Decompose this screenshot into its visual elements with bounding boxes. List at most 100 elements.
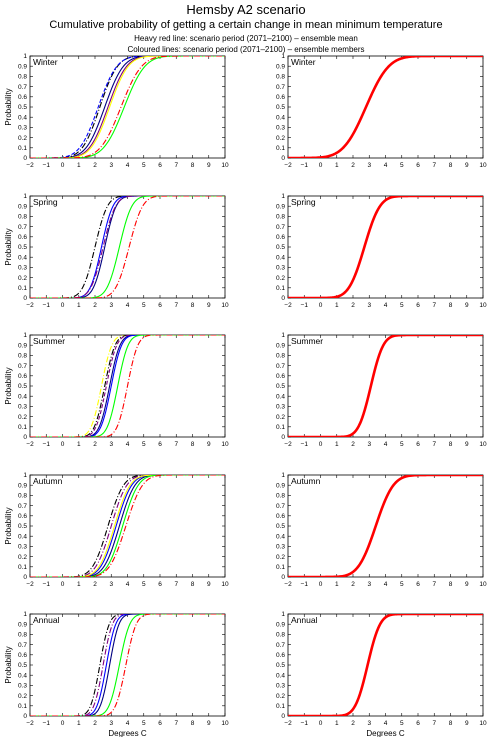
x-tick-label: 1 <box>77 162 81 169</box>
y-tick-label: 1 <box>23 472 27 479</box>
x-tick-label: 8 <box>449 581 453 588</box>
season-label: Summer <box>33 336 65 346</box>
x-tick-label: 9 <box>465 720 469 727</box>
y-tick-label: 0.6 <box>18 94 27 101</box>
y-axis-label: Probability <box>4 88 13 125</box>
y-tick-label: 0.2 <box>18 414 27 421</box>
x-tick-label: 2 <box>351 441 355 448</box>
x-axis-label: Degrees C <box>108 729 146 737</box>
y-tick-label: 0.8 <box>18 632 27 639</box>
y-tick-label: 0.8 <box>18 493 27 500</box>
ensemble-member-curve <box>30 56 225 158</box>
x-tick-label: 5 <box>142 581 146 588</box>
x-tick-label: 5 <box>142 441 146 448</box>
x-tick-label: 8 <box>191 720 195 727</box>
y-tick-label: 0.7 <box>276 224 285 231</box>
x-tick-label: 9 <box>207 302 211 309</box>
x-tick-label: 10 <box>479 302 487 309</box>
y-tick-label: 0.8 <box>18 214 27 221</box>
x-tick-label: 7 <box>432 302 436 309</box>
y-tick-label: 0.1 <box>276 424 285 431</box>
y-tick-label: 0.1 <box>276 285 285 292</box>
x-tick-label: 2 <box>351 302 355 309</box>
y-tick-label: 1 <box>281 53 285 60</box>
y-tick-label: 0.3 <box>276 683 285 690</box>
x-tick-label: 1 <box>335 581 339 588</box>
ensemble-member-curve <box>30 475 225 577</box>
x-tick-label: 9 <box>465 302 469 309</box>
y-tick-label: 0.4 <box>18 254 27 261</box>
ensemble-member-curve <box>30 475 225 577</box>
x-tick-label: 1 <box>77 581 81 588</box>
x-tick-label: −1 <box>301 720 309 727</box>
x-tick-label: 7 <box>174 441 178 448</box>
y-tick-label: 0.3 <box>276 125 285 132</box>
y-tick-label: 0.2 <box>18 135 27 142</box>
plot-curves <box>288 614 483 716</box>
ensemble-member-curve <box>30 335 225 437</box>
x-tick-label: 1 <box>335 441 339 448</box>
x-tick-label: 2 <box>351 162 355 169</box>
y-tick-label: 0.8 <box>276 493 285 500</box>
x-tick-label: 4 <box>384 162 388 169</box>
plot-panel-spring-ensemble-members: −2 −1 0 1 2 3 4 5 6 7 8 9 10 0 0.1 0.2 0.3 0.4 0.5 0.6 0.7 0.… <box>4 193 229 309</box>
x-tick-label: 0 <box>61 302 65 309</box>
y-tick-label: 0.8 <box>18 353 27 360</box>
y-tick-label: 1 <box>23 611 27 618</box>
y-tick-label: 0.9 <box>276 203 285 210</box>
x-tick-label: −1 <box>43 162 51 169</box>
y-tick-label: 0.7 <box>18 84 27 91</box>
plot-panel-spring-ensemble-mean: −2 −1 0 1 2 3 4 5 6 7 8 9 10 0 0.1 0.2 0.3 0.4 0.5 0.6 0.7 0.… <box>276 193 487 309</box>
ensemble-mean-curve <box>288 335 483 437</box>
x-tick-label: 0 <box>61 720 65 727</box>
x-tick-label: 10 <box>479 720 487 727</box>
x-tick-label: 1 <box>335 302 339 309</box>
y-tick-label: 0 <box>23 713 27 720</box>
ensemble-member-curve <box>30 475 225 577</box>
x-tick-label: 0 <box>319 720 323 727</box>
plot-panel-autumn-ensemble-mean: −2 −1 0 1 2 3 4 5 6 7 8 9 10 0 0.1 0.2 0.3 0.4 0.5 0.6 0.7 0.… <box>276 472 487 588</box>
plot-curves <box>288 196 483 298</box>
ensemble-member-curve <box>30 56 225 158</box>
y-tick-label: 0.3 <box>18 265 27 272</box>
y-tick-label: 0.5 <box>18 104 27 111</box>
ensemble-member-curve <box>30 335 225 437</box>
season-label: Summer <box>291 336 323 346</box>
plot-curves <box>30 56 225 158</box>
x-tick-label: 8 <box>449 441 453 448</box>
plot-curves <box>30 335 225 437</box>
ensemble-mean-curve <box>288 196 483 298</box>
y-tick-label: 0.2 <box>18 693 27 700</box>
y-tick-label: 0.5 <box>18 244 27 251</box>
x-tick-label: 9 <box>465 581 469 588</box>
x-tick-label: 2 <box>93 581 97 588</box>
y-tick-label: 0.6 <box>18 513 27 520</box>
x-tick-label: 10 <box>221 720 229 727</box>
y-tick-label: 1 <box>23 193 27 200</box>
x-tick-label: 6 <box>158 720 162 727</box>
x-tick-label: 0 <box>61 441 65 448</box>
ensemble-member-curve <box>30 56 225 158</box>
x-tick-label: 10 <box>479 441 487 448</box>
x-tick-label: 3 <box>109 720 113 727</box>
x-tick-label: 1 <box>335 720 339 727</box>
x-tick-label: 9 <box>465 162 469 169</box>
y-tick-label: 0.9 <box>276 621 285 628</box>
x-tick-label: −2 <box>284 302 292 309</box>
season-label: Annual <box>291 615 318 625</box>
x-tick-label: 3 <box>109 581 113 588</box>
x-tick-label: −1 <box>301 302 309 309</box>
x-tick-label: 5 <box>142 162 146 169</box>
plot-panel-autumn-ensemble-members: −2 −1 0 1 2 3 4 5 6 7 8 9 10 0 0.1 0.2 0.3 0.4 0.5 0.6 0.7 0.… <box>4 472 229 588</box>
x-tick-label: 2 <box>351 581 355 588</box>
ensemble-member-curve <box>30 335 225 437</box>
page-subtitle: Cumulative probability of getting a cert… <box>49 19 443 31</box>
x-tick-label: 6 <box>158 302 162 309</box>
y-tick-label: 0.9 <box>276 482 285 489</box>
y-tick-label: 0.4 <box>276 533 285 540</box>
x-tick-label: 10 <box>479 581 487 588</box>
ensemble-member-curve <box>30 196 225 298</box>
x-tick-label: −2 <box>26 162 34 169</box>
y-tick-label: 0.9 <box>18 621 27 628</box>
